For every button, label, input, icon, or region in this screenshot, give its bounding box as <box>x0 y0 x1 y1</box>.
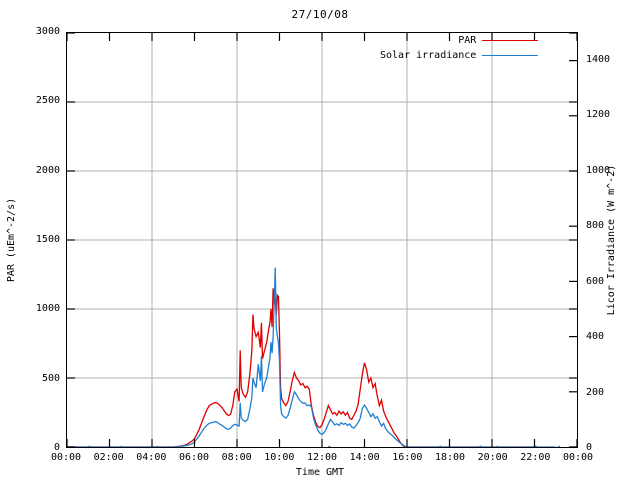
x-tick-10: 20:00 <box>477 452 508 463</box>
y-tick-left-500: 500 <box>41 372 60 384</box>
y-tick-right-200: 200 <box>586 386 605 398</box>
chart-title: 27/10/08 <box>291 8 349 21</box>
x-tick-5: 10:00 <box>264 452 295 463</box>
y-tick-left-2000: 2000 <box>35 164 60 176</box>
x-tick-3: 06:00 <box>178 452 210 463</box>
night-noise-point <box>557 445 561 447</box>
y-tick-right-1400: 1400 <box>586 53 611 65</box>
legend-item-par: PAR <box>380 33 539 48</box>
y-tick-right-800: 800 <box>586 220 605 232</box>
y-tick-left-2500: 2500 <box>35 95 60 107</box>
y-tick-left-1000: 1000 <box>35 303 60 315</box>
x-tick-7: 14:00 <box>349 452 380 463</box>
night-noise-point <box>156 445 159 447</box>
x-tick-12: 00:00 <box>562 452 594 463</box>
y-tick-left-0: 0 <box>53 442 60 453</box>
chart-legend: PAR Solar irradiance <box>380 33 539 63</box>
y-tick-right-1200: 1200 <box>586 109 611 121</box>
night-noise-point <box>438 445 442 447</box>
legend-swatch-solar <box>482 55 539 56</box>
x-tick-11: 22:00 <box>520 452 551 463</box>
plot-canvas <box>67 33 577 447</box>
x-tick-1: 02:00 <box>93 452 124 463</box>
night-noise-point <box>87 445 91 447</box>
y-tick-left-1500: 1500 <box>35 234 60 245</box>
x-axis-label: Time GMT <box>295 467 345 478</box>
x-tick-0: 00:00 <box>50 452 82 463</box>
legend-item-solar: Solar irradiance <box>380 48 539 63</box>
night-noise-point <box>478 445 482 447</box>
x-tick-2: 04:00 <box>136 452 167 463</box>
y-tick-right-0: 0 <box>586 442 593 453</box>
x-tick-9: 18:00 <box>434 452 466 463</box>
legend-label-solar: Solar irradiance <box>380 50 477 61</box>
y-tick-right-400: 400 <box>586 331 605 343</box>
legend-label-par: PAR <box>458 35 477 46</box>
night-noise-point <box>119 445 123 447</box>
series-line-par <box>67 288 535 447</box>
night-noise-point <box>328 445 331 447</box>
plot-area <box>66 32 578 448</box>
x-tick-8: 16:00 <box>392 452 423 463</box>
series-line-solar <box>67 267 556 447</box>
x-tick-6: 12:00 <box>306 452 338 463</box>
x-tick-4: 08:00 <box>221 452 252 463</box>
legend-swatch-par <box>482 40 539 41</box>
y-tick-left-3000: 3000 <box>35 26 60 37</box>
y-tick-right-1000: 1000 <box>586 164 611 176</box>
y-tick-right-600: 600 <box>586 275 605 287</box>
night-noise-point <box>496 445 499 447</box>
y-axis-right-label: Licor Irradiance (W m^-2) <box>606 164 617 316</box>
